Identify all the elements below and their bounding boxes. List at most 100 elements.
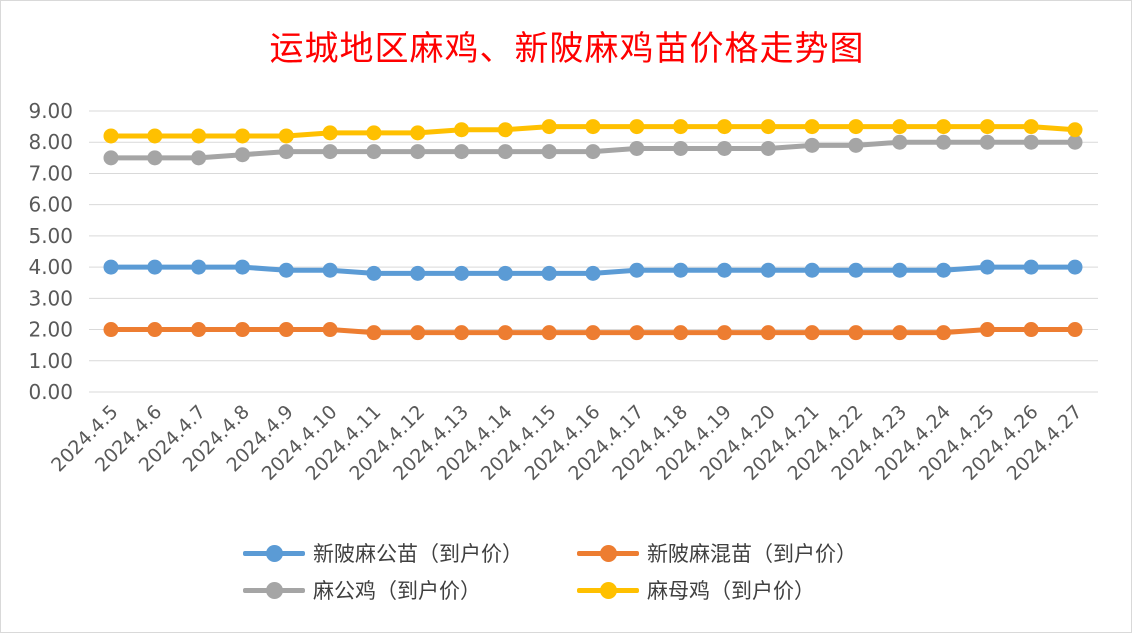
data-point xyxy=(541,325,557,341)
data-point xyxy=(804,262,820,278)
data-point xyxy=(366,144,382,160)
data-point xyxy=(892,262,908,278)
data-point xyxy=(454,325,470,341)
data-point xyxy=(497,144,513,160)
y-tick-label: 6.00 xyxy=(28,193,73,217)
data-point xyxy=(979,322,995,338)
data-point xyxy=(497,122,513,138)
data-point xyxy=(716,140,732,156)
data-point xyxy=(936,262,952,278)
legend-label-0: 新陂麻公苗（到户价） xyxy=(313,542,523,566)
data-point xyxy=(497,265,513,281)
data-point xyxy=(760,140,776,156)
data-point xyxy=(979,259,995,275)
data-point xyxy=(892,119,908,135)
data-point xyxy=(629,140,645,156)
data-point xyxy=(103,128,119,144)
data-point xyxy=(278,262,294,278)
data-point xyxy=(497,325,513,341)
chart-title: 运城地区麻鸡、新陂麻鸡苗价格走势图 xyxy=(269,29,865,69)
data-point xyxy=(936,325,952,341)
data-point xyxy=(103,322,119,338)
data-point xyxy=(673,325,689,341)
data-point xyxy=(322,322,338,338)
data-point xyxy=(716,325,732,341)
data-point xyxy=(191,322,207,338)
data-point xyxy=(804,137,820,153)
data-point xyxy=(1067,322,1083,338)
data-point xyxy=(629,119,645,135)
data-point xyxy=(673,140,689,156)
data-point xyxy=(629,262,645,278)
data-point xyxy=(1067,122,1083,138)
data-point xyxy=(1023,134,1039,150)
y-tick-label: 7.00 xyxy=(28,161,73,185)
data-point xyxy=(848,325,864,341)
data-point xyxy=(892,325,908,341)
data-point xyxy=(366,125,382,141)
data-point xyxy=(234,259,250,275)
legend-label-1: 新陂麻混苗（到户价） xyxy=(647,542,857,566)
data-point xyxy=(191,259,207,275)
data-point xyxy=(234,322,250,338)
data-point xyxy=(454,265,470,281)
data-point xyxy=(454,122,470,138)
data-point xyxy=(322,144,338,160)
series-0 xyxy=(103,259,1083,281)
data-point xyxy=(848,262,864,278)
data-point xyxy=(191,128,207,144)
legend-item-2: 麻公鸡（到户价） xyxy=(243,575,481,605)
data-point xyxy=(366,325,382,341)
legend-swatch-3 xyxy=(577,575,639,605)
data-point xyxy=(410,125,426,141)
series-1 xyxy=(103,322,1083,341)
data-point xyxy=(673,119,689,135)
data-point xyxy=(848,119,864,135)
data-point xyxy=(103,259,119,275)
data-point xyxy=(936,119,952,135)
data-point xyxy=(147,322,163,338)
legend-swatch-0 xyxy=(243,538,305,568)
data-point xyxy=(716,119,732,135)
y-tick-label: 8.00 xyxy=(28,130,73,154)
data-point xyxy=(716,262,732,278)
series-3 xyxy=(103,119,1083,144)
data-point xyxy=(410,265,426,281)
data-point xyxy=(585,265,601,281)
data-point xyxy=(541,144,557,160)
series-lines xyxy=(103,119,1083,341)
data-point xyxy=(979,134,995,150)
data-point xyxy=(234,147,250,163)
data-point xyxy=(1067,134,1083,150)
data-point xyxy=(760,325,776,341)
data-point xyxy=(366,265,382,281)
legend-swatch-1 xyxy=(577,538,639,568)
data-point xyxy=(541,265,557,281)
legend-label-2: 麻公鸡（到户价） xyxy=(313,579,481,603)
y-tick-label: 9.00 xyxy=(28,99,73,123)
y-tick-label: 1.00 xyxy=(28,349,73,373)
legend-item-3: 麻母鸡（到户价） xyxy=(577,575,815,605)
series-2 xyxy=(103,134,1083,166)
data-point xyxy=(278,144,294,160)
legend-swatch-2 xyxy=(243,575,305,605)
data-point xyxy=(892,134,908,150)
data-point xyxy=(278,322,294,338)
data-point xyxy=(147,128,163,144)
legend-label-3: 麻母鸡（到户价） xyxy=(647,579,815,603)
data-point xyxy=(673,262,689,278)
data-point xyxy=(278,128,294,144)
y-axis-ticks: 0.00 1.00 2.00 3.00 4.00 5.00 6.00 7.00 8.00 9.00 xyxy=(28,99,73,404)
data-point xyxy=(804,119,820,135)
data-point xyxy=(541,119,557,135)
data-point xyxy=(585,144,601,160)
legend: 新陂麻公苗（到户价） 新陂麻混苗（到户价） 麻公鸡（到户价） 麻母鸡（到户价） xyxy=(1,535,1132,615)
y-tick-label: 3.00 xyxy=(28,286,73,310)
legend-item-0: 新陂麻公苗（到户价） xyxy=(243,538,523,568)
data-point xyxy=(1023,322,1039,338)
y-tick-label: 2.00 xyxy=(28,318,73,342)
data-point xyxy=(147,150,163,166)
data-point xyxy=(234,128,250,144)
data-point xyxy=(322,262,338,278)
